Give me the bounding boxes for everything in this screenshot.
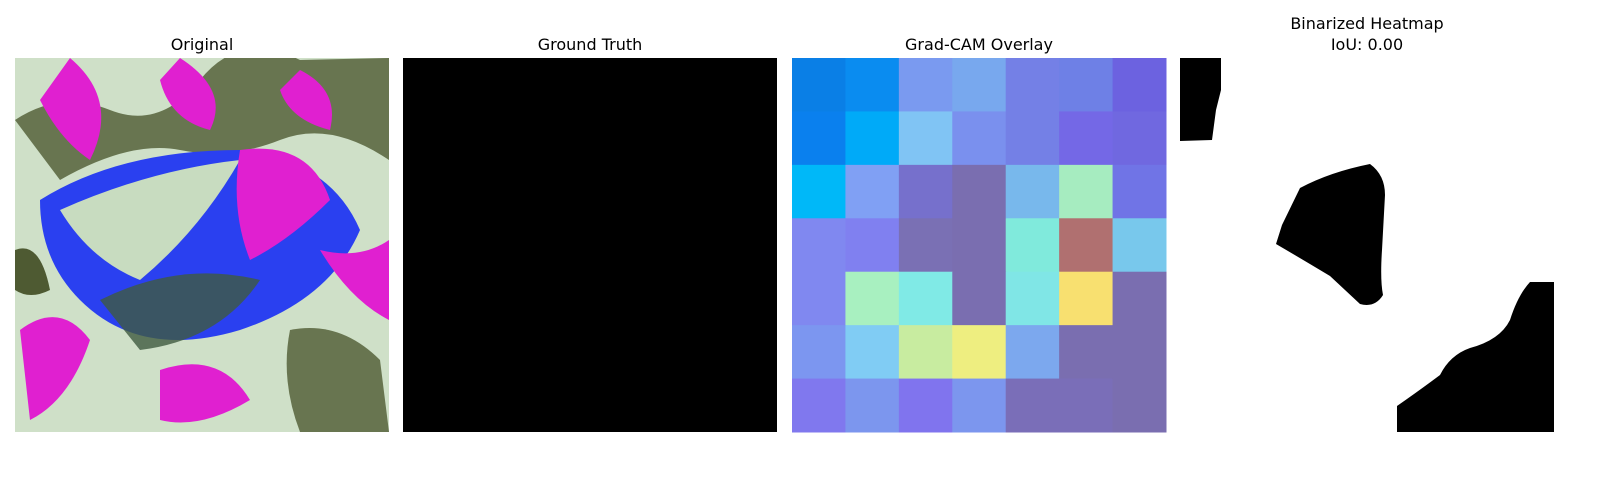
heatmap-cell <box>1059 164 1114 219</box>
heatmap-cell <box>898 58 953 112</box>
heatmap-cell <box>1005 58 1060 112</box>
heatmap-cell <box>845 218 900 273</box>
heatmap-cell <box>952 111 1007 166</box>
panel-title: Binarized Heatmap <box>1290 14 1443 33</box>
panel-title: Ground Truth <box>538 35 643 54</box>
heatmap-cell <box>845 325 900 380</box>
heatmap-cell <box>1059 325 1114 380</box>
panel-title: Original <box>171 35 234 54</box>
heatmap-cell <box>1112 271 1167 326</box>
heatmap-cell <box>952 218 1007 273</box>
heatmap-cell <box>1059 271 1114 326</box>
original-image <box>15 58 389 432</box>
heatmap-cell <box>1112 111 1167 166</box>
heatmap-cell <box>1005 271 1060 326</box>
ground-truth-mask <box>403 58 777 432</box>
heatmap-cell <box>792 164 846 219</box>
panel-title: Grad-CAM Overlay <box>905 35 1053 54</box>
heatmap-cell <box>1059 378 1114 433</box>
heatmap-cell <box>1112 378 1167 433</box>
heatmap-cell <box>898 164 953 219</box>
heatmap-cell <box>792 218 846 273</box>
heatmap-cell <box>898 111 953 166</box>
heatmap-cell <box>792 271 846 326</box>
gradcam-overlay <box>792 58 1167 433</box>
heatmap-cell <box>898 378 953 433</box>
heatmap-cell <box>1059 111 1114 166</box>
heatmap-cell <box>952 164 1007 219</box>
heatmap-cell <box>1112 58 1167 112</box>
heatmap-cell <box>1112 325 1167 380</box>
heatmap-cell <box>792 111 846 166</box>
heatmap-cell <box>1005 325 1060 380</box>
heatmap-cell <box>952 271 1007 326</box>
heatmap-cell <box>898 325 953 380</box>
heatmap-cell <box>952 378 1007 433</box>
heatmap-cell <box>898 218 953 273</box>
heatmap-cell <box>1112 164 1167 219</box>
heatmap-cell <box>1059 218 1114 273</box>
heatmap-cell <box>845 271 900 326</box>
heatmap-cell <box>792 58 846 112</box>
heatmap-cell <box>898 271 953 326</box>
heatmap-cell <box>1005 218 1060 273</box>
heatmap-cell <box>1112 218 1167 273</box>
heatmap-cell <box>845 378 900 433</box>
binarized-heatmap <box>1180 58 1554 432</box>
heatmap-cell <box>952 325 1007 380</box>
heatmap-cell <box>845 58 900 112</box>
heatmap-cell <box>792 325 846 380</box>
heatmap-cell <box>1005 378 1060 433</box>
panel-subtitle: IoU: 0.00 <box>1331 35 1403 54</box>
heatmap-cell <box>1005 111 1060 166</box>
heatmap-cell <box>792 378 846 433</box>
heatmap-cell <box>1059 58 1114 112</box>
heatmap-cell <box>845 164 900 219</box>
heatmap-cell <box>952 58 1007 112</box>
heatmap-cell <box>1005 164 1060 219</box>
heatmap-cell <box>845 111 900 166</box>
